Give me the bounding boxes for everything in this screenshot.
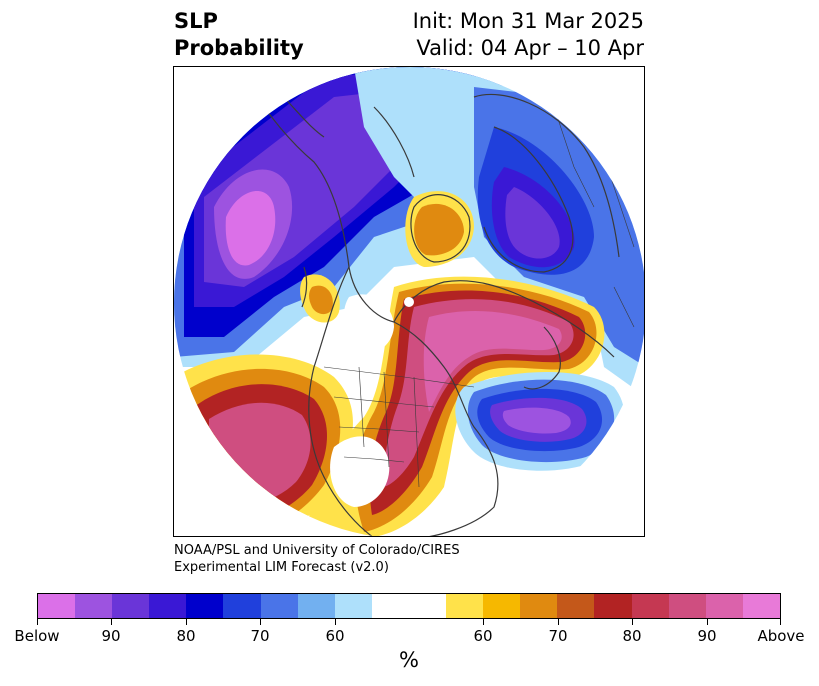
colorbar-segment	[149, 594, 187, 618]
colorbar-tick-label: 80	[176, 627, 196, 645]
colorbar	[37, 593, 781, 619]
title-line-2: Probability	[174, 36, 304, 60]
colorbar-tick-label: 90	[697, 627, 717, 645]
colorbar-segment	[75, 594, 113, 618]
colorbar-tick	[335, 619, 336, 625]
colorbar-segment	[446, 594, 484, 618]
colorbar-tick	[260, 619, 261, 625]
colorbar-segment	[38, 594, 76, 618]
colorbar-segment	[483, 594, 521, 618]
colorbar-tick	[37, 619, 38, 625]
colorbar-tick-label: Above	[757, 627, 805, 645]
colorbar-tick-label: 60	[473, 627, 493, 645]
colorbar-segment	[297, 594, 335, 618]
colorbar-tick	[632, 619, 633, 625]
colorbar-tick-label: 70	[548, 627, 568, 645]
colorbar-segment	[186, 594, 224, 618]
colorbar-tick	[483, 619, 484, 625]
colorbar-tick-label: 60	[325, 627, 345, 645]
colorbar-segment	[371, 594, 447, 618]
colorbar-tick	[558, 619, 559, 625]
colorbar-segment	[334, 594, 372, 618]
colorbar-tick	[111, 619, 112, 625]
colorbar-tick-label: 90	[101, 627, 121, 645]
credit-line-2: Experimental LIM Forecast (v2.0)	[174, 560, 389, 575]
credit-line-1: NOAA/PSL and University of Colorado/CIRE…	[174, 543, 460, 558]
colorbar-segment	[557, 594, 595, 618]
forecast-dates: Init: Mon 31 Mar 2025 Valid: 04 Apr – 10…	[413, 8, 644, 62]
north-pole-marker	[404, 297, 414, 307]
borders	[323, 106, 635, 488]
colorbar-segment	[594, 594, 632, 618]
colorbar-segment	[631, 594, 669, 618]
colorbar-tick-label: 80	[622, 627, 642, 645]
map-title: SLP Probability	[174, 8, 304, 62]
init-date: Init: Mon 31 Mar 2025	[412, 9, 644, 33]
polar-map	[173, 66, 645, 537]
colorbar-tick	[186, 619, 187, 625]
valid-range: Valid: 04 Apr – 10 Apr	[416, 36, 644, 60]
colorbar-tick-label: Below	[14, 627, 60, 645]
colorbar-segment	[705, 594, 743, 618]
credit: NOAA/PSL and University of Colorado/CIRE…	[174, 542, 460, 576]
colorbar-tick-label: 70	[250, 627, 270, 645]
probability-field	[174, 67, 644, 536]
colorbar-segment	[520, 594, 558, 618]
colorbar-tick	[707, 619, 708, 625]
colorbar-segment	[668, 594, 706, 618]
title-line-1: SLP	[174, 9, 218, 33]
colorbar-segment	[742, 594, 780, 618]
probability-map-svg	[174, 67, 644, 536]
colorbar-unit: %	[399, 648, 419, 672]
colorbar-segment	[112, 594, 150, 618]
colorbar-segment	[223, 594, 261, 618]
colorbar-tick	[780, 619, 781, 625]
colorbar-segment	[260, 594, 298, 618]
